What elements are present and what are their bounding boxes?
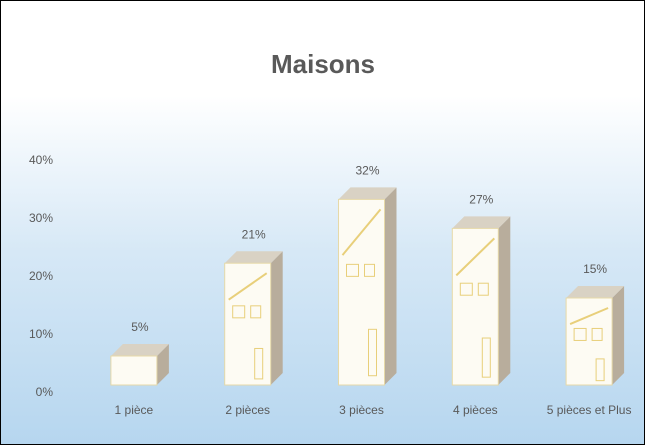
bar-side bbox=[271, 251, 283, 385]
x-tick-label: 3 pièces bbox=[312, 403, 412, 418]
y-tick-label: 40% bbox=[29, 153, 53, 167]
plot-background bbox=[1, 96, 644, 444]
bar bbox=[111, 356, 157, 385]
value-label: 21% bbox=[242, 227, 266, 241]
x-tick-label: 2 pièces bbox=[198, 403, 298, 418]
bar bbox=[452, 228, 498, 385]
chart-title: Maisons bbox=[271, 49, 375, 79]
bar bbox=[339, 199, 385, 385]
bar-side bbox=[612, 286, 624, 385]
bar bbox=[225, 263, 271, 385]
y-tick-label: 10% bbox=[29, 327, 53, 341]
x-tick-label: 4 pièces bbox=[425, 403, 525, 418]
value-label: 5% bbox=[131, 320, 149, 334]
x-tick-label: 5 pièces et Plus bbox=[539, 403, 639, 418]
value-label: 32% bbox=[355, 164, 379, 178]
chart-frame: Maisons 0% 10% 20% 30% 40% 5% 21% 32% 27% 15% 1 p… bbox=[0, 0, 645, 445]
bar-side bbox=[385, 187, 397, 385]
value-label: 15% bbox=[583, 262, 607, 276]
y-tick-label: 20% bbox=[29, 269, 53, 283]
bar bbox=[566, 298, 612, 385]
bar-side bbox=[498, 216, 510, 385]
chart: Maisons 0% 10% 20% 30% 40% 5% 21% 32% 27% 15% bbox=[1, 1, 644, 444]
x-tick-label: 1 pièce bbox=[84, 403, 184, 418]
value-label: 27% bbox=[469, 193, 493, 207]
y-tick-label: 30% bbox=[29, 211, 53, 225]
y-tick-label: 0% bbox=[36, 385, 54, 399]
